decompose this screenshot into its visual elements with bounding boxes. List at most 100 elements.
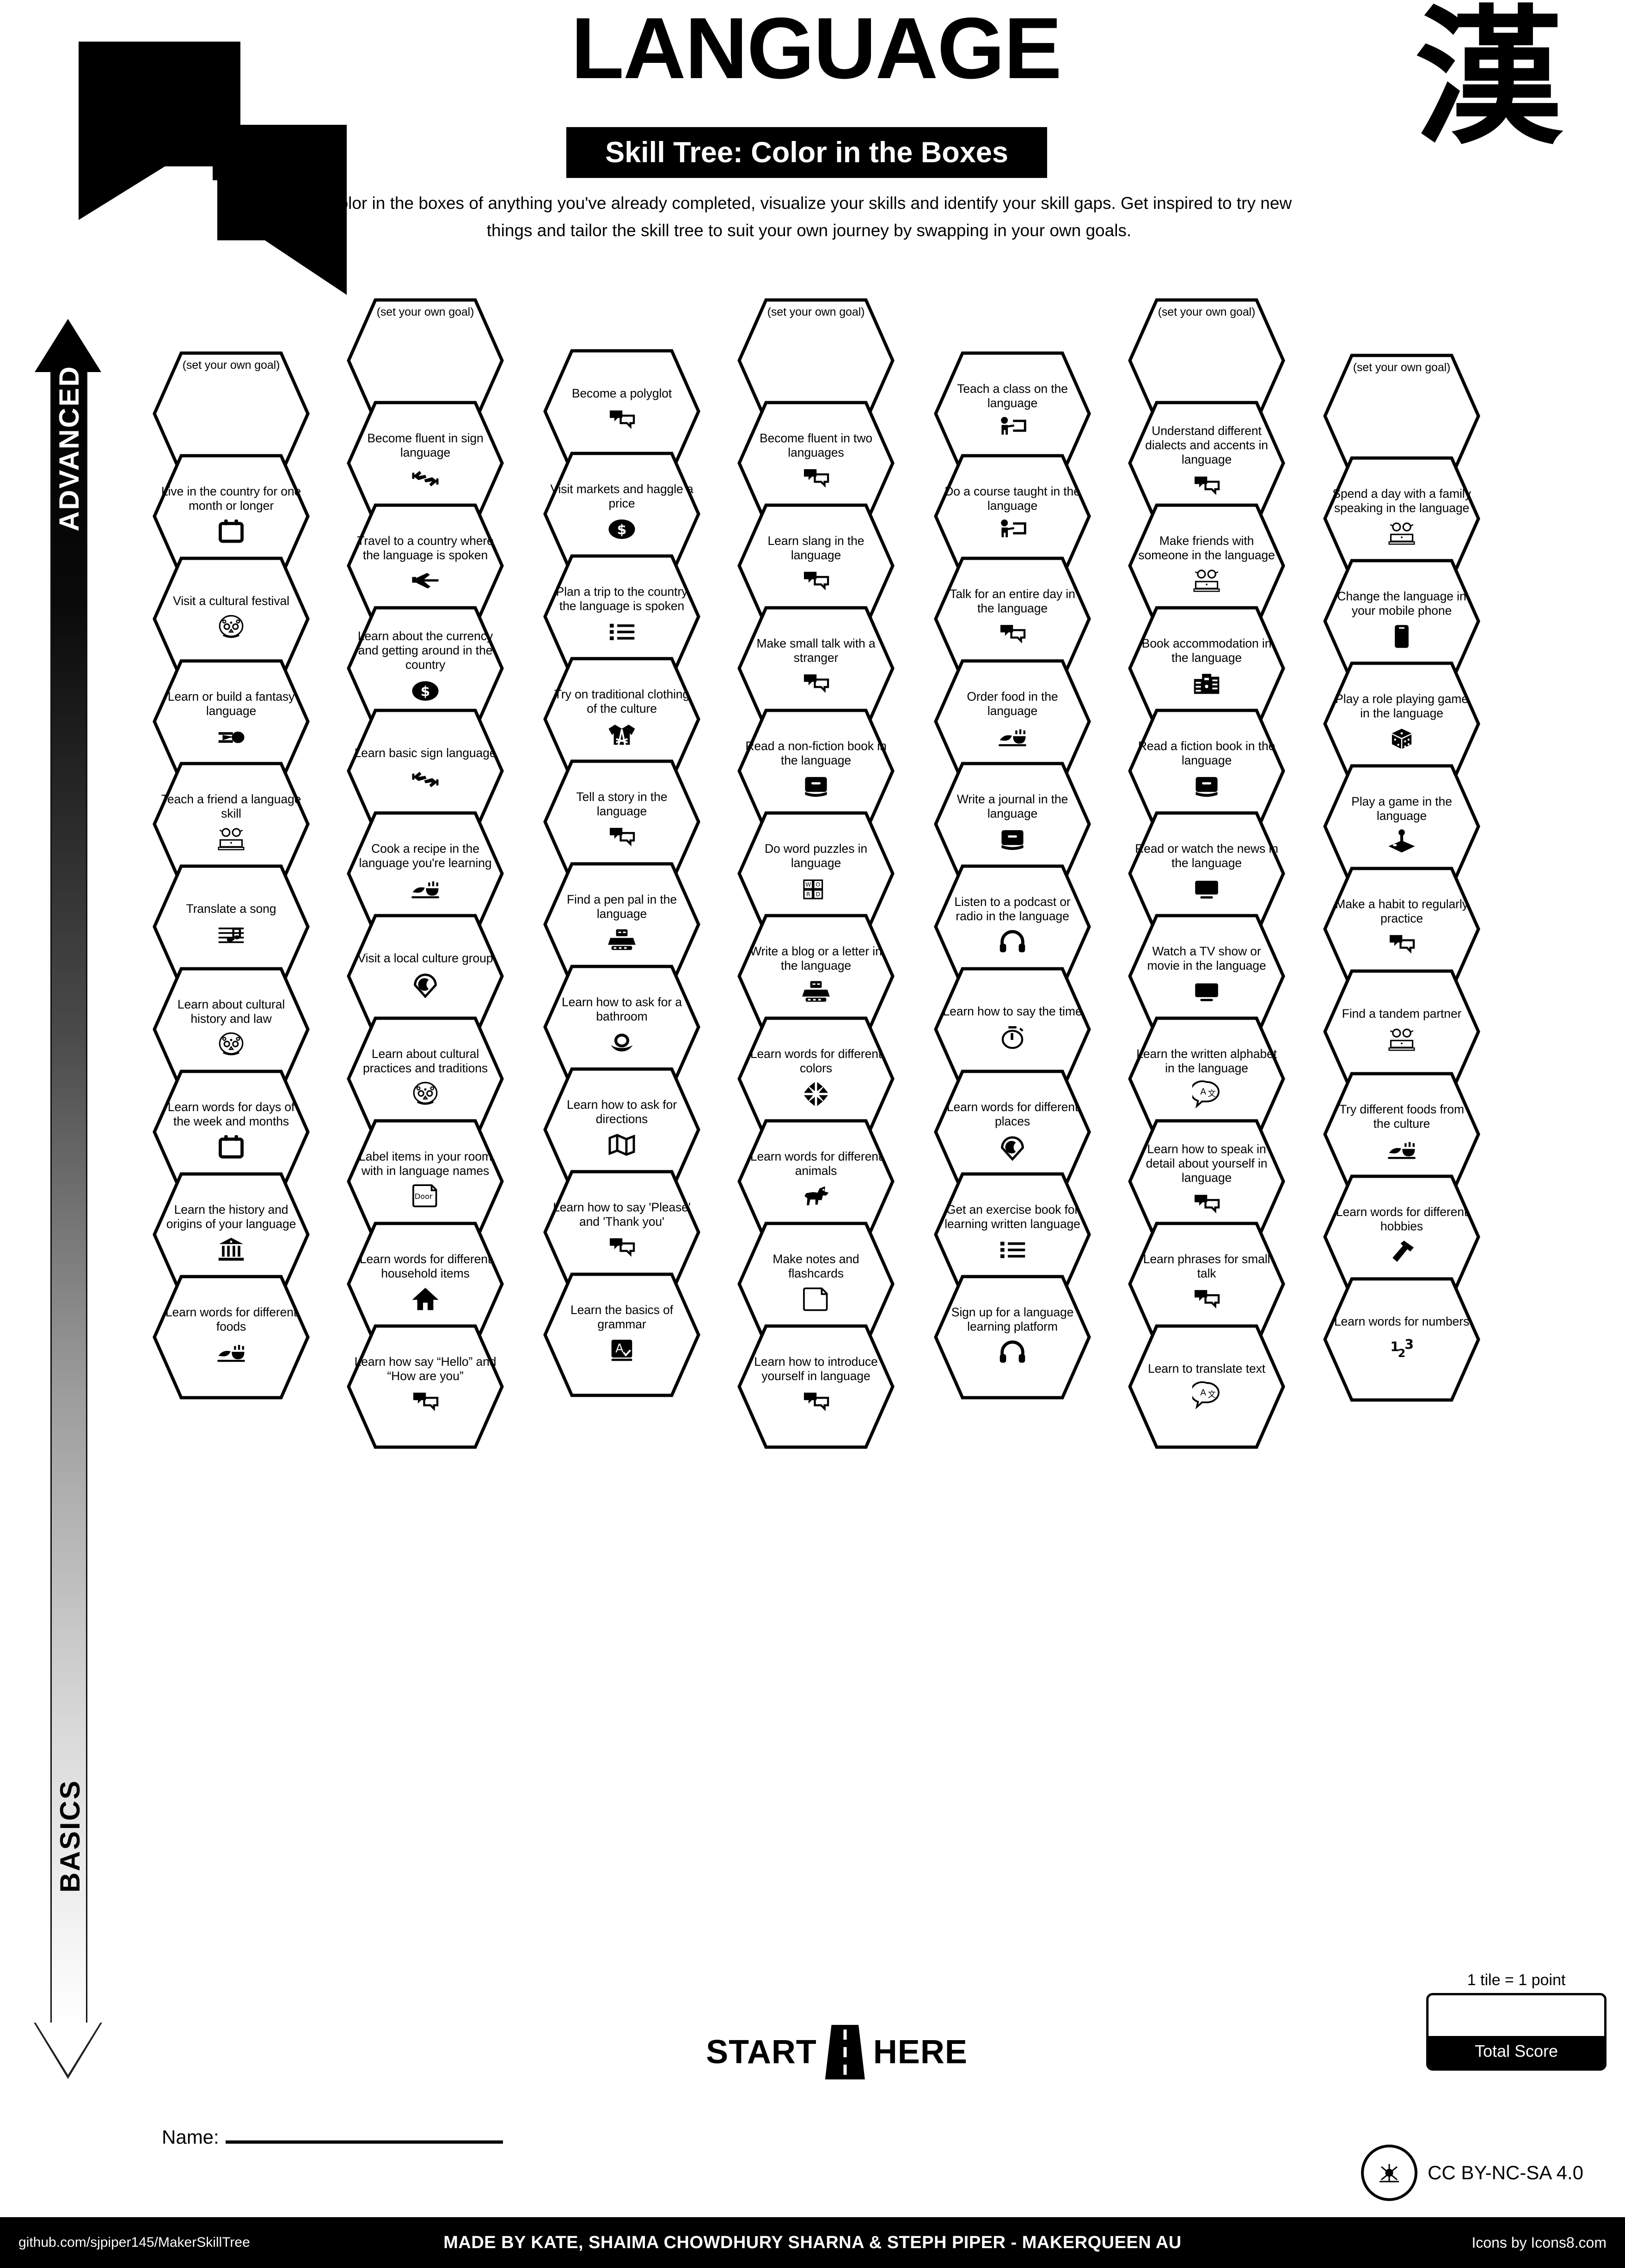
skill-tile[interactable]: Tell a story in the language [543, 759, 700, 884]
skill-tile[interactable]: Learn words for different places [934, 1070, 1091, 1194]
skill-tile[interactable]: Learn about cultural history and law [153, 967, 310, 1092]
skill-tile[interactable]: Learn how to ask for directions [543, 1067, 700, 1192]
skill-tile[interactable]: Learn about the currency and getting aro… [347, 606, 504, 731]
skill-tile[interactable]: Find a tandem partner [1323, 969, 1480, 1094]
skill-tile[interactable]: Talk for an entire day in the language [934, 556, 1091, 681]
tv-icon [1192, 977, 1221, 1010]
skill-tile[interactable]: Learn basic sign language [347, 709, 504, 833]
skill-tile[interactable]: Write a blog or a letter in the language [737, 914, 895, 1039]
skill-tile[interactable]: Learn how to ask for a bathroom [543, 965, 700, 1089]
house-icon [411, 1285, 440, 1318]
skill-tile[interactable]: Visit markets and haggle a price $ [543, 452, 700, 576]
svg-text:A: A [1200, 1087, 1206, 1097]
skill-tile[interactable]: Learn the basics of grammar A [543, 1272, 700, 1397]
skill-tile[interactable]: Spend a day with a family speaking in th… [1323, 456, 1480, 581]
phone-icon [1387, 622, 1416, 655]
skill-tile[interactable]: Read a non-fiction book in the language [737, 709, 895, 833]
skill-tile[interactable]: Do a course taught in the language [934, 454, 1091, 579]
skill-tile[interactable]: Watch a TV show or movie in the language [1128, 914, 1285, 1039]
skill-tile[interactable]: Book accommodation in the language [1128, 606, 1285, 731]
footer-icons-credit[interactable]: Icons by Icons8.com [1472, 2234, 1607, 2251]
skill-tile[interactable]: Get an exercise book for learning writte… [934, 1172, 1091, 1297]
chat-bubbles-icon [1192, 1190, 1221, 1223]
total-score-widget[interactable]: 1 tile = 1 point Total Score [1426, 1971, 1607, 2071]
page-title: LANGUAGE [571, 0, 1062, 97]
skill-tile[interactable]: Learn how to introduce yourself in langu… [737, 1324, 895, 1449]
skill-tile-label: Label items in your room with in languag… [359, 1149, 492, 1178]
skill-tile-label: Learn words for different places [946, 1100, 1079, 1128]
svg-text:A: A [1200, 1388, 1206, 1398]
skill-tile[interactable]: Become fluent in two languages [737, 401, 895, 526]
skill-tile[interactable]: Learn or build a fantasy language [153, 659, 310, 784]
food-bowl-icon [998, 722, 1027, 755]
skill-tile[interactable]: Become a polyglot [543, 349, 700, 474]
skill-tile[interactable]: Make friends with someone in the languag… [1128, 503, 1285, 628]
road-icon [825, 2025, 865, 2079]
skill-tile[interactable]: Find a pen pal in the language [543, 862, 700, 987]
skill-tile[interactable]: Learn the history and origins of your la… [153, 1172, 310, 1297]
svg-text:1: 1 [1390, 1339, 1399, 1354]
skill-tile[interactable]: Change the language in your mobile phone [1323, 559, 1480, 684]
skill-tile-label: Read a fiction book in the language [1138, 739, 1275, 767]
score-box[interactable]: Total Score [1426, 1993, 1607, 2071]
skill-tile[interactable]: Learn slang in the language [737, 503, 895, 628]
color-wheel-icon [802, 1080, 830, 1113]
skill-tile[interactable]: Understand different dialects and accent… [1128, 401, 1285, 526]
headphones-icon [998, 1338, 1027, 1371]
skill-tile-label: Learn words for different colors [750, 1046, 882, 1075]
skill-tile-label: Learn words for numbers [1334, 1314, 1470, 1329]
typewriter-icon [607, 925, 636, 958]
joystick-icon [1387, 827, 1416, 860]
skill-tile[interactable]: Learn words for different animals [737, 1119, 895, 1244]
skill-tile-label: Translate a song [186, 902, 276, 916]
skill-tile[interactable]: Learn how say “Hello” and “How are you” [347, 1324, 504, 1449]
dollar-coin-icon: $ [607, 515, 636, 548]
skill-tile[interactable]: Make notes and flashcards [737, 1222, 895, 1346]
chat-bubbles-icon [998, 620, 1027, 653]
cc-license-icon [1361, 2145, 1418, 2201]
skill-tile[interactable]: Learn about cultural practices and tradi… [347, 1016, 504, 1141]
score-input[interactable] [1429, 1995, 1604, 2036]
skill-tile[interactable]: Teach a class on the language [934, 351, 1091, 476]
grammar-book-icon: A [607, 1336, 636, 1369]
skill-tile[interactable]: (set your own goal) [347, 298, 504, 423]
score-label: Total Score [1429, 2036, 1604, 2068]
skill-tile[interactable]: Teach a friend a language skill [153, 762, 310, 886]
skill-tile-label: Write a blog or a letter in the language [750, 944, 882, 972]
skill-tile[interactable]: Make a habit to regularly practice [1323, 867, 1480, 991]
skill-tile-label: Make a habit to regularly practice [1335, 897, 1468, 925]
skill-tile[interactable]: Learn phrases for small talk [1128, 1222, 1285, 1346]
skill-tile[interactable]: Cook a recipe in the language you're lea… [347, 811, 504, 936]
skill-tile[interactable]: Sign up for a language learning platform [934, 1275, 1091, 1400]
skill-tile[interactable]: Learn to translate text A 文 [1128, 1324, 1285, 1449]
skill-tile[interactable]: Listen to a podcast or radio in the lang… [934, 864, 1091, 989]
skill-tile-label: Make friends with someone in the languag… [1138, 533, 1275, 562]
skill-tile-label: Teach a friend a language skill [161, 792, 301, 820]
skill-tile[interactable]: Learn words for numbers 1 2 3 [1323, 1277, 1480, 1402]
skill-tile[interactable]: Learn words for days of the week and mon… [153, 1070, 310, 1194]
chat-bubbles-icon [802, 464, 830, 497]
name-field-row[interactable]: Name: [162, 2126, 503, 2148]
skill-tile[interactable]: Learn how to speak in detail about yours… [1128, 1119, 1285, 1244]
skill-tile-label: Become fluent in sign language [367, 431, 484, 459]
skill-tile[interactable]: Make small talk with a stranger [737, 606, 895, 731]
skill-tile[interactable]: (set your own goal) [1323, 354, 1480, 478]
name-input-line[interactable] [225, 2140, 503, 2144]
skill-tile[interactable]: Write a journal in the language [934, 762, 1091, 886]
skill-tile-label: Learn how to say 'Please' and 'Thank you… [553, 1200, 691, 1229]
start-here-marker: START HERE [661, 2024, 1012, 2080]
skill-tile[interactable]: Label items in your room with in languag… [347, 1119, 504, 1244]
two-people-laptop-icon [1387, 1026, 1416, 1058]
skill-tile[interactable]: Learn words for different foods [153, 1275, 310, 1400]
skill-tile[interactable]: Order food in the language [934, 659, 1091, 784]
skill-tile-label: Talk for an entire day in the language [950, 587, 1075, 615]
skill-tile-label: Watch a TV show or movie in the language [1147, 944, 1266, 972]
skill-tile[interactable]: Learn words for different hobbies [1323, 1174, 1480, 1299]
skill-tile[interactable]: Try different foods from the culture [1323, 1072, 1480, 1197]
skill-tile[interactable]: Try on traditional clothing of the cultu… [543, 657, 700, 782]
skill-tile-label: (set your own goal) [1158, 306, 1256, 318]
footer-repo-link[interactable]: github.com/sjpiper145/MakerSkillTree [18, 2235, 250, 2250]
chat-bubbles-icon [607, 405, 636, 438]
chat-bubbles-icon [1387, 930, 1416, 963]
sticky-note-icon [802, 1285, 830, 1318]
